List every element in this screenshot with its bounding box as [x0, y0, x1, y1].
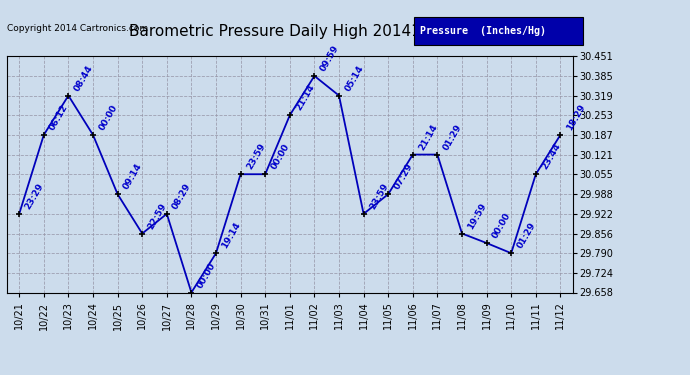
Text: 19:59: 19:59: [466, 201, 489, 231]
Text: 01:29: 01:29: [442, 123, 464, 152]
Text: Pressure  (Inches/Hg): Pressure (Inches/Hg): [420, 26, 546, 36]
Text: 05:14: 05:14: [343, 63, 365, 93]
Text: Copyright 2014 Cartronics.com: Copyright 2014 Cartronics.com: [7, 24, 148, 33]
Text: 22:59: 22:59: [146, 201, 168, 231]
Text: 23:59: 23:59: [245, 142, 267, 171]
Text: 23:44: 23:44: [540, 142, 562, 171]
Text: 08:29: 08:29: [171, 182, 193, 211]
Text: 01:29: 01:29: [515, 221, 538, 251]
Text: 21:14: 21:14: [417, 122, 439, 152]
Text: 00:00: 00:00: [195, 261, 217, 290]
Text: 19:14: 19:14: [220, 221, 242, 251]
Text: 07:29: 07:29: [393, 162, 415, 191]
Text: 23:59: 23:59: [368, 182, 390, 211]
Text: 06:12: 06:12: [48, 103, 70, 132]
Text: 00:00: 00:00: [97, 103, 119, 132]
Text: 21:14: 21:14: [294, 83, 316, 112]
Text: 00:00: 00:00: [269, 142, 291, 171]
Text: 00:00: 00:00: [491, 211, 513, 240]
Text: Barometric Pressure Daily High 20141113: Barometric Pressure Daily High 20141113: [130, 24, 450, 39]
Text: 08:44: 08:44: [72, 63, 95, 93]
Text: 09:14: 09:14: [121, 162, 144, 191]
Text: 23:29: 23:29: [23, 182, 46, 211]
Text: 09:59: 09:59: [319, 44, 341, 73]
Text: 18:29: 18:29: [564, 103, 586, 132]
